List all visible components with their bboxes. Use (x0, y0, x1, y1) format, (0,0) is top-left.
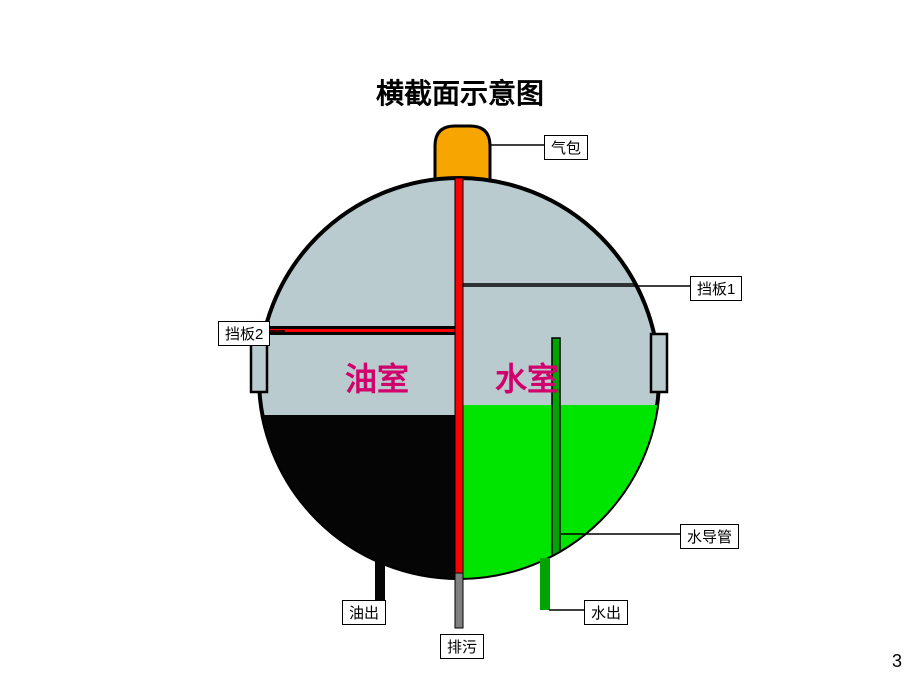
label-oil-out: 油出 (342, 600, 386, 625)
label-baffle2: 挡板2 (218, 321, 270, 346)
label-baffle1: 挡板1 (690, 276, 742, 301)
page-number: 3 (892, 651, 902, 672)
oil-fill (259, 415, 459, 615)
water-fill (459, 405, 669, 605)
center-divider (455, 178, 463, 588)
label-drain: 排污 (440, 634, 484, 659)
lug-right (651, 334, 667, 392)
drain-pipe (455, 573, 463, 628)
baffle2-accent (259, 329, 459, 332)
diagram-title: 横截面示意图 (0, 72, 920, 112)
label-gas: 气包 (544, 135, 588, 160)
label-water-room: 水室 (495, 354, 559, 400)
label-oil-room: 油室 (345, 354, 409, 400)
water-outlet-pipe (540, 558, 550, 610)
label-water-out: 水出 (584, 600, 628, 625)
label-water-pipe: 水导管 (680, 524, 739, 549)
